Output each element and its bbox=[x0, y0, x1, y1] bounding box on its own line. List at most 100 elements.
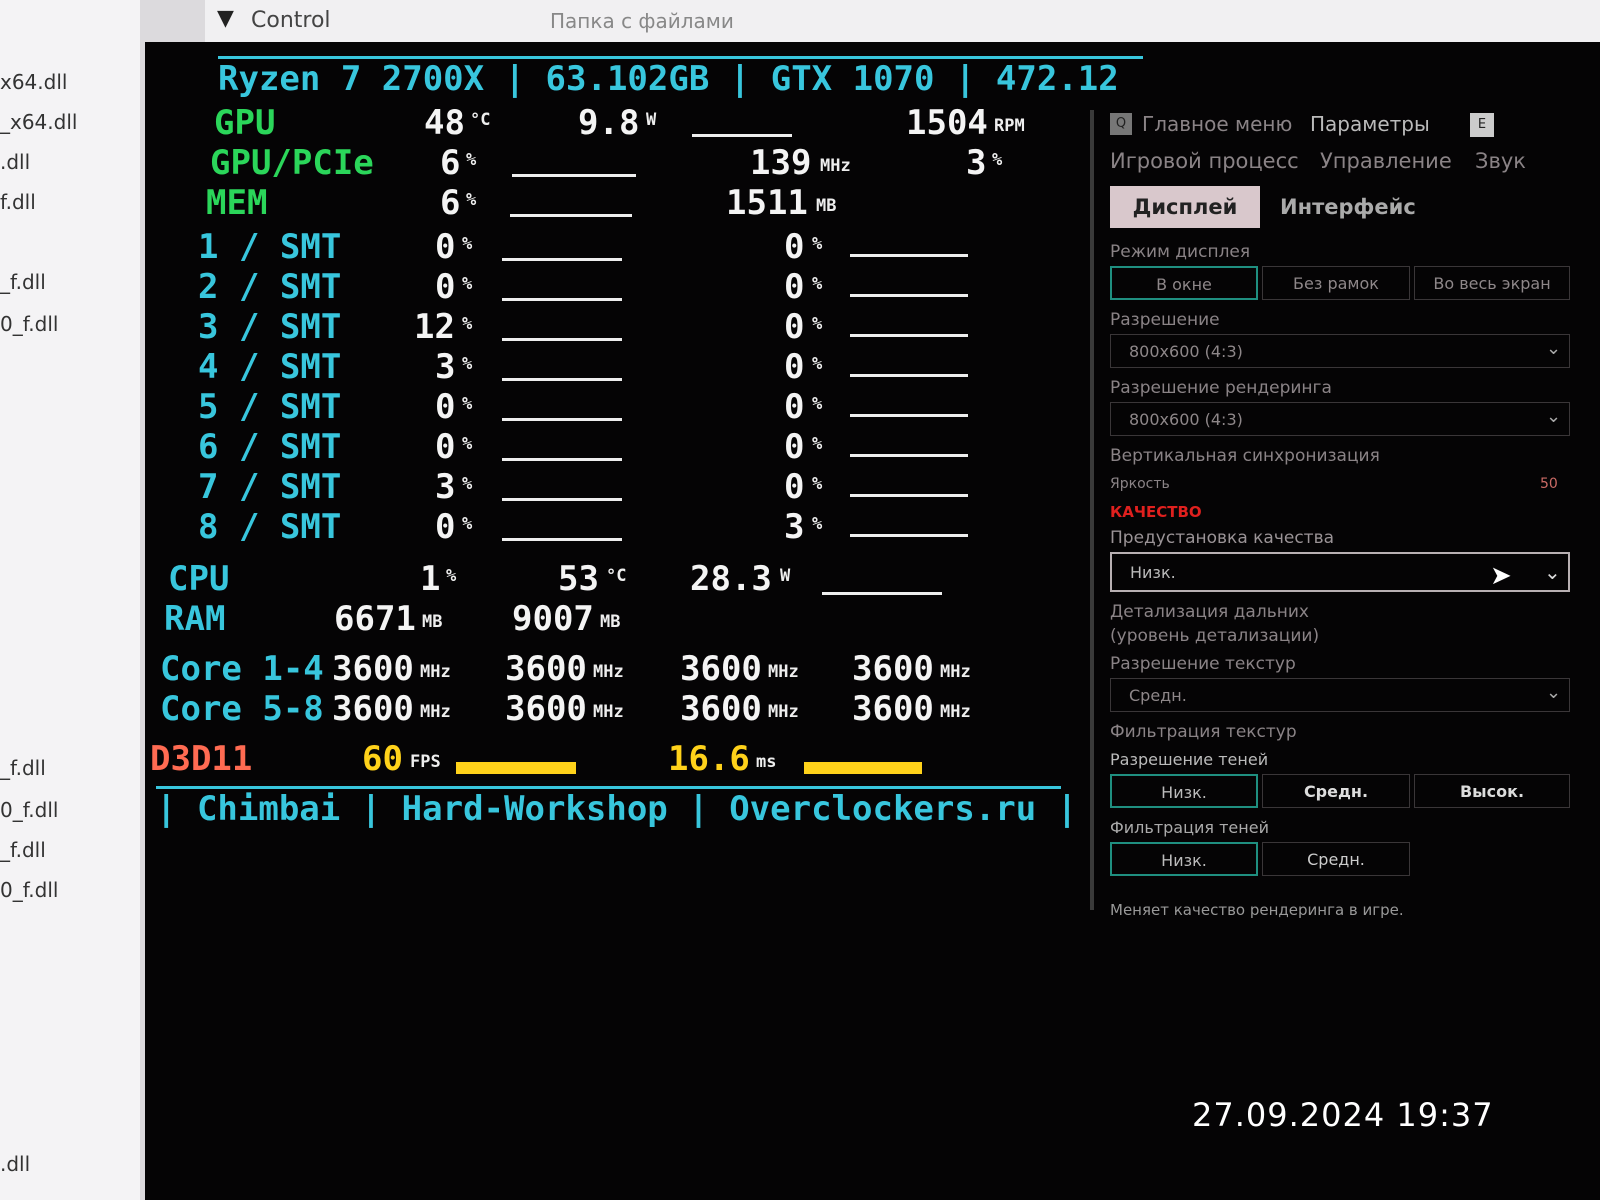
label-lod: Детализация дальних bbox=[1110, 602, 1309, 622]
thread-load: 0 bbox=[784, 467, 805, 507]
label-shadow-filtering: Фильтрация теней bbox=[1110, 818, 1269, 837]
frametime-graph bbox=[804, 762, 922, 774]
thread-graph bbox=[502, 410, 622, 421]
tab-parameters[interactable]: Параметры bbox=[1310, 112, 1430, 136]
label-vsync: Вертикальная синхронизация bbox=[1110, 446, 1380, 466]
thread-load: 0 bbox=[784, 387, 805, 427]
thread-load: 0 bbox=[435, 427, 456, 467]
photo-timestamp: 27.09.2024 19:37 bbox=[1192, 1096, 1494, 1134]
core-clock: 3600 bbox=[332, 649, 414, 689]
render-resolution-dropdown[interactable]: 800x600 (4:3) bbox=[1110, 402, 1570, 436]
scrollbar[interactable] bbox=[1090, 110, 1094, 910]
footer-credit-3: Overclockers.ru bbox=[729, 789, 1037, 829]
chevron-down-icon: ⌄ bbox=[1546, 338, 1562, 359]
mem-label: MEM bbox=[206, 183, 268, 223]
app-icon: ▼ bbox=[217, 6, 234, 31]
thread-load: 0 bbox=[435, 267, 456, 307]
thread-load-unit: % bbox=[462, 274, 473, 294]
core-clock-unit: MHz bbox=[940, 662, 971, 682]
gpu-power: 9.8 bbox=[578, 103, 640, 143]
mouse-cursor-icon: ➤ bbox=[1490, 561, 1512, 591]
gpu-fan: 1504 bbox=[906, 103, 988, 143]
core-clock: 3600 bbox=[332, 689, 414, 729]
thread-load-unit: % bbox=[812, 274, 823, 294]
resolution-dropdown[interactable]: 800x600 (4:3) bbox=[1110, 334, 1570, 368]
file-item: 0_f.dll bbox=[0, 312, 59, 336]
option-windowed[interactable]: В окне bbox=[1110, 266, 1258, 300]
tab-prev-key-hint[interactable]: Q bbox=[1110, 113, 1132, 135]
tab-main-menu[interactable]: Главное меню bbox=[1142, 112, 1293, 136]
gpu-label: GPU bbox=[214, 103, 276, 143]
core-clock: 3600 bbox=[852, 649, 934, 689]
thread-load-unit: % bbox=[462, 234, 473, 254]
core-clock: 3600 bbox=[680, 689, 762, 729]
thread-graph bbox=[850, 490, 968, 497]
chevron-down-icon: ⌄ bbox=[1546, 682, 1562, 703]
texture-res-value[interactable]: Средн. bbox=[1110, 678, 1570, 712]
gpu-load: 6 bbox=[440, 143, 461, 183]
file-item: .dll bbox=[0, 1152, 31, 1176]
tab-sound[interactable]: Звук bbox=[1475, 149, 1526, 173]
label-render-resolution: Разрешение рендеринга bbox=[1110, 378, 1332, 398]
core-clock-unit: MHz bbox=[768, 662, 799, 682]
graphics-api: D3D11 bbox=[150, 739, 253, 779]
shadow-res-low[interactable]: Низк. bbox=[1110, 774, 1258, 808]
footer-rule bbox=[156, 786, 1061, 789]
file-item: 0_f.dll bbox=[0, 798, 59, 822]
section-quality: КАЧЕСТВО bbox=[1110, 503, 1202, 521]
option-fullscreen[interactable]: Во весь экран bbox=[1414, 266, 1570, 300]
header-line: Ryzen 7 2700X | 63.102GB | GTX 1070 | 47… bbox=[218, 59, 1119, 99]
core-clock: 3600 bbox=[680, 649, 762, 689]
header-rule-top bbox=[218, 56, 1143, 59]
gpu-pcie-label: GPU/PCIe bbox=[210, 143, 374, 183]
label-quality-preset: Предустановка качества bbox=[1110, 528, 1335, 548]
tab-next-key-hint[interactable]: E bbox=[1470, 113, 1494, 137]
cpu-load-unit: % bbox=[446, 566, 457, 586]
option-borderless[interactable]: Без рамок bbox=[1262, 266, 1410, 300]
cpu-temp: 53 bbox=[558, 559, 599, 599]
title-bar[interactable]: ▼ Control Папка с файлами bbox=[205, 0, 1600, 42]
file-item: f.dll bbox=[0, 190, 36, 214]
thread-graph bbox=[502, 450, 622, 461]
quality-preset-dropdown[interactable]: Низк. ⌄ bbox=[1110, 552, 1570, 592]
gpu-clock: 139 bbox=[750, 143, 812, 183]
mem-used-unit: MB bbox=[816, 196, 837, 216]
gpu-fan-unit: RPM bbox=[994, 116, 1025, 136]
thread-graph bbox=[502, 290, 622, 301]
file-item: _f.dll bbox=[0, 838, 46, 862]
frametime-unit: ms bbox=[756, 752, 777, 772]
label-display-mode: Режим дисплея bbox=[1110, 242, 1251, 262]
header-gpu: GTX 1070 bbox=[770, 59, 935, 99]
thread-load-unit: % bbox=[812, 314, 823, 334]
thread-label: 5 / SMT bbox=[198, 387, 342, 427]
thread-load-unit: % bbox=[812, 394, 823, 414]
core-group-label: Core 1-4 bbox=[160, 649, 324, 689]
cpu-label: CPU bbox=[168, 559, 230, 599]
file-item: x64.dll bbox=[0, 70, 68, 94]
shadow-filter-medium[interactable]: Средн. bbox=[1262, 842, 1410, 876]
shadow-res-high[interactable]: Высок. bbox=[1414, 774, 1570, 808]
tab-controls[interactable]: Управление bbox=[1320, 149, 1452, 173]
header-cpu: Ryzen 7 2700X bbox=[218, 59, 485, 99]
footer-line: | Chimbai | Hard-Workshop | Overclockers… bbox=[156, 789, 1078, 829]
thread-load-unit: % bbox=[812, 354, 823, 374]
gpu-load-graph bbox=[512, 160, 636, 177]
label-resolution: Разрешение bbox=[1110, 310, 1220, 330]
core-clock-unit: MHz bbox=[593, 702, 624, 722]
thread-load-unit: % bbox=[462, 354, 473, 374]
shadow-res-medium[interactable]: Средн. bbox=[1262, 774, 1410, 808]
thread-graph bbox=[502, 330, 622, 341]
mem-load-graph bbox=[510, 200, 632, 217]
thread-load: 3 bbox=[784, 507, 805, 547]
thread-load-unit: % bbox=[812, 514, 823, 534]
tab-interface[interactable]: Интерфейс bbox=[1280, 195, 1416, 219]
brightness-value: 50 bbox=[1540, 476, 1558, 492]
thread-load-unit: % bbox=[462, 514, 473, 534]
cpu-temp-unit: °C bbox=[606, 566, 627, 586]
tab-gameplay[interactable]: Игровой процесс bbox=[1110, 149, 1299, 173]
shadow-filter-low[interactable]: Низк. bbox=[1110, 842, 1258, 876]
core-clock: 3600 bbox=[505, 649, 587, 689]
tab-display[interactable]: Дисплей bbox=[1110, 186, 1260, 228]
file-item: .dll bbox=[0, 150, 31, 174]
thread-graph bbox=[502, 490, 622, 501]
